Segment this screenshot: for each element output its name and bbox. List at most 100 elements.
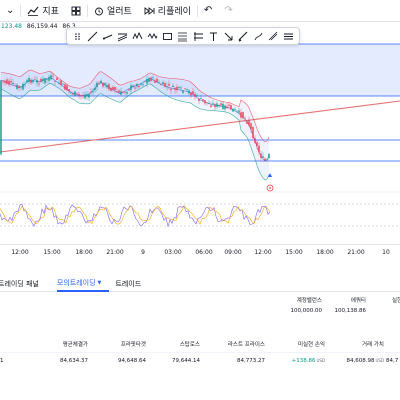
long-position-tool[interactable] bbox=[192, 29, 204, 43]
parallel-channel-icon bbox=[117, 33, 128, 41]
column-header[interactable]: 라스트 프라이스 bbox=[227, 342, 265, 348]
bottom-panel-tabs: 트레이딩 패널 모의트레이딩 ▼ 트레이드 bbox=[0, 276, 400, 292]
candle-body bbox=[194, 93, 196, 97]
candle-body bbox=[164, 82, 166, 87]
candle-body bbox=[92, 91, 94, 93]
tab-paper-trading[interactable]: 모의트레이딩 ▼ bbox=[56, 276, 110, 292]
candle-body bbox=[248, 119, 250, 126]
column-header[interactable]: 프라핏타겟 bbox=[120, 342, 146, 348]
candle-body bbox=[210, 105, 212, 107]
trade-value-amount: 84,608.98 bbox=[346, 358, 375, 364]
price-open: 123.48 bbox=[1, 23, 22, 30]
candle-body bbox=[264, 158, 266, 161]
time-tick-label: 06:00 bbox=[195, 249, 213, 256]
price-chart[interactable] bbox=[0, 22, 400, 244]
column-header[interactable]: 거래 가치 bbox=[362, 342, 384, 348]
candle-body bbox=[42, 78, 44, 81]
fib-tool[interactable] bbox=[177, 29, 189, 43]
candle-body bbox=[184, 88, 186, 90]
candle-body bbox=[86, 94, 88, 97]
brush-tool[interactable] bbox=[238, 29, 250, 43]
candle-body bbox=[240, 112, 242, 118]
time-tick-label: 12:00 bbox=[11, 249, 29, 256]
long-position-icon bbox=[193, 31, 203, 41]
candle-body bbox=[170, 89, 172, 91]
candle-body bbox=[256, 142, 258, 147]
text-tool[interactable] bbox=[207, 29, 219, 43]
chevron-down-icon: ⌄ bbox=[6, 4, 15, 16]
summary-value: 100,138.86 bbox=[334, 308, 367, 314]
avg-fill-price: 84,634.37 bbox=[60, 358, 88, 364]
candle-body bbox=[8, 80, 10, 85]
trend-line-icon bbox=[87, 31, 97, 41]
drag-handle[interactable] bbox=[71, 29, 83, 43]
position-qty: 1 bbox=[0, 358, 4, 364]
time-axis[interactable]: 12:00 15:00 18:00 21:00 9 03:00 06:00 09:00 12:0… bbox=[0, 244, 400, 258]
arrow-marker-icon bbox=[224, 32, 233, 40]
candle-body bbox=[84, 94, 86, 99]
unrealized-pnl: +138.86USD bbox=[292, 358, 325, 364]
candle-body bbox=[198, 98, 200, 101]
highlighter-tool[interactable] bbox=[253, 29, 265, 43]
candle-body bbox=[134, 87, 136, 89]
channel-tool[interactable] bbox=[116, 29, 128, 43]
redo-button[interactable]: ↷ bbox=[218, 0, 238, 22]
drag-dots-icon bbox=[74, 32, 80, 40]
tab-trading-panel[interactable]: 트레이딩 패널 bbox=[0, 276, 47, 292]
column-header[interactable]: 스탑로스 bbox=[179, 342, 200, 348]
candle-body bbox=[180, 87, 182, 89]
candle-body bbox=[88, 94, 90, 98]
templates-button[interactable] bbox=[65, 0, 87, 22]
trend-line[interactable] bbox=[0, 100, 400, 153]
alert-marker-icon[interactable] bbox=[266, 184, 274, 192]
measure-tool[interactable] bbox=[268, 29, 280, 43]
replay-button[interactable]: 리플레이 bbox=[138, 0, 197, 22]
zigzag-tool[interactable] bbox=[147, 29, 159, 43]
candle-body bbox=[262, 156, 264, 158]
candle-body bbox=[90, 91, 92, 93]
candle-body bbox=[12, 82, 14, 85]
rectangle-tool[interactable] bbox=[162, 29, 174, 43]
summary-label: 계정밸런스 bbox=[296, 298, 322, 304]
ray-tool[interactable] bbox=[101, 29, 113, 43]
trend-line-tool[interactable] bbox=[86, 29, 98, 43]
arrow-tool[interactable] bbox=[222, 29, 234, 43]
pnl-unit: USD bbox=[316, 358, 325, 363]
more-tools[interactable] bbox=[283, 29, 295, 43]
candle-body bbox=[244, 118, 246, 120]
candle-body bbox=[166, 86, 168, 88]
undo-icon: ↶ bbox=[203, 4, 213, 16]
candle-body bbox=[80, 95, 82, 96]
zigzag-icon bbox=[147, 32, 158, 39]
column-header[interactable]: 평균체결가 bbox=[62, 342, 88, 348]
alerts-button[interactable]: 얼러트 bbox=[88, 0, 138, 22]
candle-body bbox=[64, 84, 66, 90]
candle-body bbox=[54, 81, 56, 82]
undo-button[interactable]: ↶ bbox=[198, 0, 218, 22]
pattern-tool[interactable] bbox=[132, 29, 144, 43]
indicators-button[interactable]: 지표 bbox=[21, 0, 65, 22]
candle-body bbox=[14, 85, 16, 87]
time-tick-label: 15:00 bbox=[43, 249, 61, 256]
table-row[interactable]: 1 84,634.37 94,648.64 79,644.14 84,773.27 +13… bbox=[0, 358, 400, 368]
summary-item: 계정밸런스 100,000.00 bbox=[291, 296, 323, 314]
time-tick-label: 09:00 bbox=[224, 249, 242, 256]
column-header[interactable]: 미실현 손익 bbox=[297, 342, 325, 348]
alert-marker-plus bbox=[268, 186, 272, 190]
tab-label: 트레이딩 패널 bbox=[0, 279, 39, 288]
candle-body bbox=[224, 105, 226, 110]
candle-body bbox=[58, 83, 60, 85]
candle-body bbox=[222, 103, 224, 110]
candle-body bbox=[204, 100, 206, 104]
tab-trade[interactable]: 트레이드 bbox=[115, 276, 149, 292]
summary-value: 0 bbox=[392, 308, 400, 314]
candle-body bbox=[60, 80, 62, 85]
price-legend: 123.48 86,159.44 86,3 bbox=[0, 23, 79, 33]
fib-retracement-icon bbox=[178, 32, 188, 41]
drawing-toolbar bbox=[66, 27, 300, 45]
candle-body bbox=[182, 90, 184, 93]
chart-type-button[interactable]: ⌄ bbox=[0, 0, 20, 22]
candle-body bbox=[190, 92, 192, 96]
replay-icon bbox=[144, 6, 155, 15]
